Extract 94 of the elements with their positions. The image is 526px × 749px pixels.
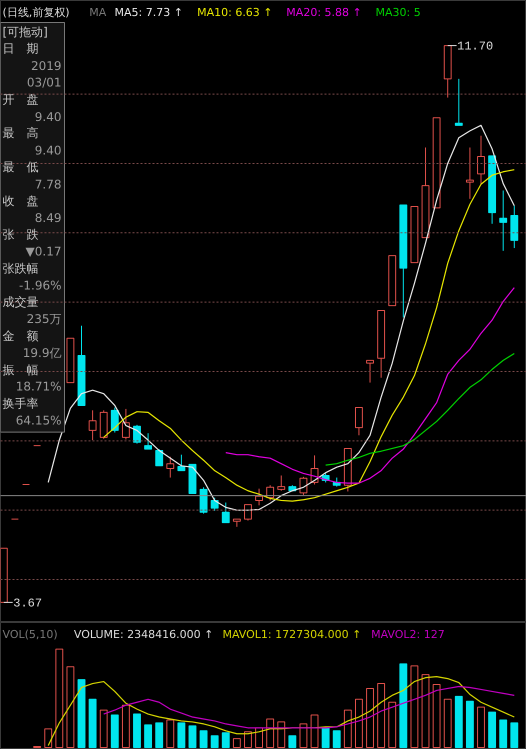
annotation: 19.9亿 [22,346,62,360]
annotation: -1.96% [19,278,62,292]
legend-title: VOL(5,10) [2,628,58,641]
bar [377,683,386,748]
bar [344,710,352,748]
annotation: 64.15% [16,413,62,428]
annotation: 8.49 [34,211,62,226]
text: MAVOL2: 127 [371,628,445,641]
annotation: 成交量 [2,295,38,310]
bar [188,725,196,748]
candlestick [499,190,508,252]
candlestick [366,360,374,384]
text: MA20: 5.88 ↑ [286,6,362,19]
candlestick [200,486,208,514]
bar [177,722,186,748]
bar [88,698,97,748]
annotation: 换手率 [2,396,38,411]
annotation: 最 低 [2,160,38,174]
candlestick [255,488,263,506]
candlestick [477,135,485,185]
bar [388,702,396,748]
candlestick [454,78,463,126]
candlestick [144,432,152,450]
annotation: [可拖动] [2,24,48,39]
bar [122,704,130,748]
series-label: VOLUME: 2348416.000 ↑ [74,628,214,641]
annotation: 3.67 [13,596,42,610]
text: MA5: 7.73 ↑ [114,6,183,19]
candlestick [155,448,164,466]
bar [422,674,430,748]
bar [55,648,64,748]
bar [399,663,408,748]
bar [166,719,174,748]
bar [255,727,263,748]
bar [466,700,474,748]
candlestick [166,456,174,478]
candlestick [88,410,97,441]
bar [266,718,274,748]
bar [110,714,119,748]
bar [454,696,463,748]
bar [477,706,485,748]
annotation: 9.40 [34,144,62,158]
annotation: 18.71% [16,380,62,394]
candlestick [354,407,363,436]
annotation: 9.40 [34,110,62,124]
annotation: 日 期 [2,42,38,56]
text: MAVOL1: 1727304.000 ↑ [222,628,362,641]
annotation: 张跌幅 [2,261,38,276]
bar [210,735,219,748]
annotation: 振 幅 [2,362,38,377]
bar [232,738,241,748]
bar [510,722,518,748]
candlestick [244,504,252,522]
bar [288,735,296,748]
bar [322,727,330,748]
annotation: 11.70 [457,40,494,54]
annotation: 最 高 [2,126,38,140]
bar [444,698,452,748]
bar [310,714,318,748]
candlestick [466,147,474,200]
candlestick [210,497,219,512]
bar [78,679,86,748]
bar [200,730,208,748]
candlestick [277,474,286,492]
bar [499,719,508,748]
legend-title: MA [89,6,107,19]
bar [100,710,108,748]
bar [354,698,363,748]
bar [155,722,164,748]
bar [366,688,374,748]
annotation: 张 跌 [2,228,38,242]
candlestick [122,408,130,440]
text: MA10: 6.63 ↑ [197,6,273,19]
bar [300,723,308,748]
annotation: 7.78 [34,177,62,192]
bar [488,712,496,748]
bar [410,665,418,748]
bar [222,732,230,748]
annotation: 收 盘 [2,194,38,208]
bar [66,666,74,748]
annotation: ▼0.17 [26,244,62,258]
text: (日线,前复权) [2,6,70,19]
bar [332,730,341,748]
text: MA30: 5 [376,6,421,19]
candlestick [177,454,186,472]
bar [133,714,141,748]
annotation: 2019 [30,59,62,74]
bar [432,684,441,748]
candlestick [222,502,230,524]
annotation: 235万 [26,312,62,326]
annotation: 开 盘 [2,92,38,106]
annotation: 金 额 [2,328,38,343]
annotation: 03/01 [26,75,62,90]
bar [144,724,152,748]
